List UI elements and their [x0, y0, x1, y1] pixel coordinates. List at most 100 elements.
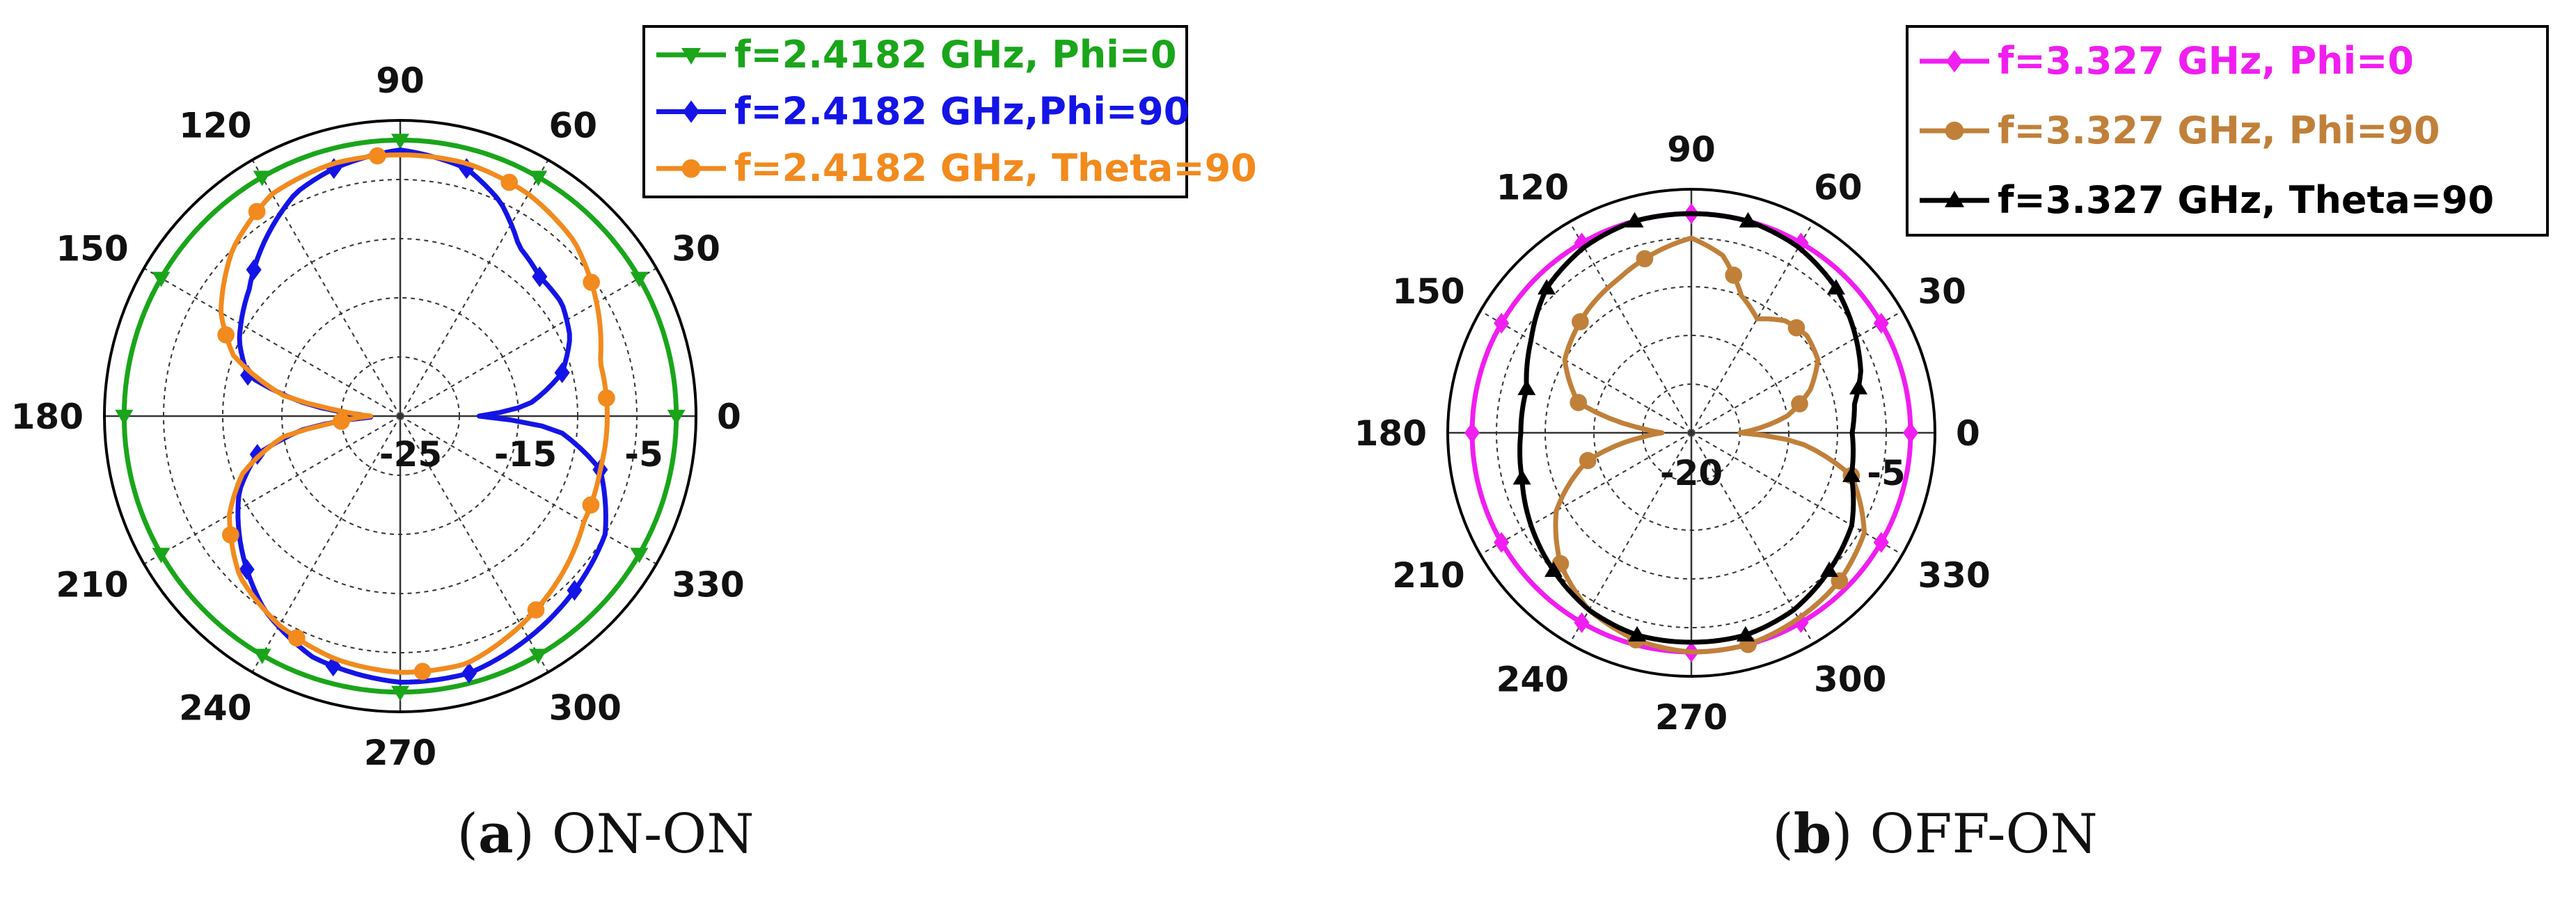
angle-tick-label: 0 — [717, 397, 741, 437]
series-marker — [1636, 250, 1654, 268]
ring-label: -25 — [379, 434, 442, 475]
series-marker — [1787, 319, 1805, 337]
grid-spoke — [400, 267, 657, 417]
ring-label: -5 — [1867, 453, 1906, 493]
series-marker — [1625, 212, 1644, 228]
outer-ring — [1446, 188, 1936, 678]
outer-ring — [103, 119, 697, 713]
series-marker — [325, 655, 341, 677]
series-marker — [332, 413, 350, 430]
grid-spoke — [143, 267, 401, 417]
series-marker — [152, 271, 171, 287]
series-marker — [1574, 612, 1590, 633]
series-marker — [287, 629, 306, 647]
series-marker — [554, 362, 570, 383]
angle-tick-label: 0 — [1956, 413, 1980, 454]
legend-marker — [681, 159, 701, 178]
angle-tick-label: 90 — [1667, 129, 1716, 170]
series-marker — [1544, 561, 1563, 578]
series-marker — [413, 662, 432, 681]
series-marker — [1849, 379, 1868, 395]
legend-label: f=3.327 GHz, Phi=90 — [1998, 109, 2440, 152]
series-marker — [1826, 279, 1845, 295]
angle-tick-label: 150 — [1392, 271, 1464, 312]
angle-tick-label: 300 — [549, 687, 622, 728]
grid-spoke — [251, 415, 401, 673]
series-marker — [391, 685, 409, 701]
series-line — [1517, 211, 1863, 645]
series-marker — [1842, 466, 1860, 482]
series-marker — [217, 326, 235, 344]
series-marker — [1494, 312, 1510, 334]
series-marker — [582, 496, 600, 514]
series-marker — [368, 147, 386, 165]
series-marker — [598, 389, 615, 407]
series-marker — [239, 559, 255, 580]
series-marker — [1791, 395, 1808, 413]
angle-tick-label: 210 — [56, 565, 128, 605]
series-marker — [529, 649, 548, 665]
angle-tick-label: 120 — [179, 106, 251, 146]
legend-marker — [1945, 121, 1964, 141]
angle-tick-label: 330 — [672, 565, 744, 605]
series-marker — [253, 649, 271, 665]
grid-spoke — [1691, 432, 1903, 555]
angle-tick-label: 300 — [1814, 659, 1886, 699]
legend-label: f=3.327 GHz, Theta=90 — [1998, 178, 2494, 222]
ring-label: -5 — [624, 434, 663, 475]
legend-label: f=2.4182 GHz,Phi=90 — [734, 90, 1190, 134]
polar-chart-a: 0 30 60 90 120 150 180 210 240 270 300 330 -25 -15 -5 f… — [11, 25, 1257, 773]
ring-label: -20 — [1660, 453, 1723, 493]
series-marker — [253, 170, 271, 186]
series-marker — [667, 409, 686, 425]
series-marker — [1494, 532, 1510, 553]
series-marker — [246, 259, 262, 280]
legend-marker — [681, 48, 701, 65]
legend-marker — [1946, 49, 1963, 73]
legend-marker — [683, 100, 700, 123]
series-marker — [1579, 452, 1597, 470]
caption-a: (a) ON-ON — [457, 802, 754, 866]
series-marker — [115, 409, 134, 425]
legend-marker — [1945, 191, 1964, 207]
polar-grid — [103, 119, 697, 713]
series-line — [1553, 235, 1867, 655]
legend-box — [642, 25, 1188, 198]
series-1 — [1464, 203, 1919, 662]
series-2 — [1551, 235, 1867, 655]
grid-spoke — [1480, 432, 1692, 555]
angle-tick-label: 30 — [1918, 271, 1966, 312]
angle-tick-label: 270 — [1655, 697, 1728, 738]
series-marker — [1819, 561, 1838, 578]
grid-spoke — [143, 415, 401, 565]
angle-tick-label: 60 — [549, 106, 598, 146]
series-marker — [152, 548, 171, 564]
grid-spoke — [400, 159, 549, 417]
series-marker — [1725, 266, 1743, 284]
series-marker — [1512, 469, 1531, 485]
series-3 — [1512, 211, 1868, 645]
series-marker — [583, 273, 600, 292]
legend-label: f=2.4182 GHz, Phi=0 — [734, 33, 1177, 77]
angle-tick-label: 180 — [11, 397, 84, 437]
polar-chart-b: 0 30 60 90 120 150 180 210 240 270 300 330 -20 -5 f=3.… — [1354, 25, 2549, 738]
series-line — [218, 152, 610, 675]
angle-tick-label: 120 — [1496, 168, 1569, 208]
angle-tick-label: 210 — [1392, 555, 1464, 596]
series-3 — [217, 147, 615, 681]
angle-tick-label: 30 — [672, 229, 720, 269]
series-marker — [567, 580, 583, 601]
angle-tick-label: 90 — [376, 61, 425, 101]
legend-label: f=2.4182 GHz, Theta=90 — [734, 146, 1257, 190]
grid-spoke — [1691, 221, 1814, 433]
series-marker — [1873, 312, 1889, 334]
series-marker — [1628, 626, 1647, 642]
angle-tick-label: 240 — [179, 687, 251, 728]
legend: f=2.4182 GHz, Phi=0 f=2.4182 GHz,Phi=90 f=… — [642, 25, 1257, 198]
grid-spoke — [1569, 221, 1692, 433]
series-1 — [115, 134, 686, 701]
angle-tick-label: 270 — [364, 733, 436, 773]
series-marker — [248, 202, 266, 221]
series-marker — [221, 526, 239, 543]
